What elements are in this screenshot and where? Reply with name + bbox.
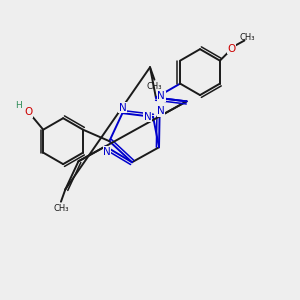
Text: N: N — [103, 147, 111, 157]
Text: N: N — [118, 103, 126, 113]
Text: CH₃: CH₃ — [147, 82, 162, 91]
Text: O: O — [228, 44, 236, 54]
Text: CH₃: CH₃ — [53, 204, 69, 213]
Text: N: N — [157, 91, 165, 101]
Text: CH₃: CH₃ — [240, 32, 255, 41]
Text: H: H — [15, 101, 22, 110]
Text: O: O — [24, 107, 32, 117]
Text: N: N — [144, 112, 152, 122]
Text: N: N — [157, 106, 165, 116]
